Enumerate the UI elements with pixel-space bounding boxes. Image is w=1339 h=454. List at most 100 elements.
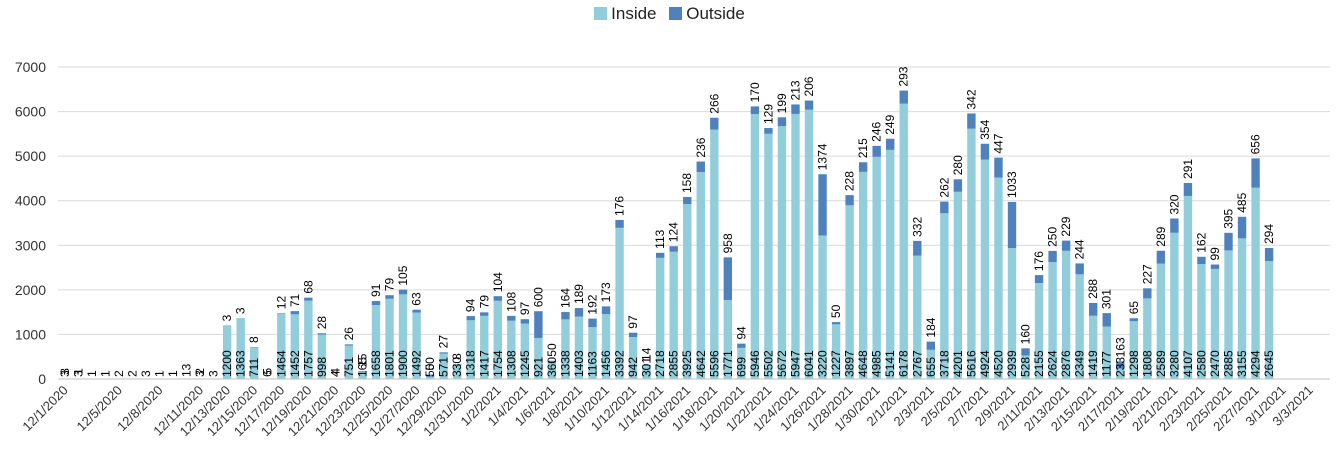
data-label-inside: 2589: [1154, 350, 1168, 377]
legend-swatch-outside: [669, 7, 683, 20]
bar-outside: [439, 352, 448, 354]
bar-outside: [1170, 218, 1179, 233]
data-label-inside: 1456: [599, 350, 613, 377]
data-label-inside: 1: [98, 370, 112, 377]
data-label-outside: 289: [1154, 226, 1168, 246]
data-label-inside: 4294: [1249, 350, 1263, 377]
data-label-inside: 3220: [816, 350, 830, 377]
data-label-outside: 236: [694, 137, 708, 157]
bar-inside: [1237, 238, 1247, 379]
data-label-inside: 3: [58, 370, 72, 377]
data-label-outside: 79: [383, 278, 397, 292]
y-tick-label: 1000: [15, 326, 46, 342]
bar-inside: [466, 320, 475, 379]
bar-inside: [953, 191, 963, 379]
data-label-inside: 1757: [301, 350, 315, 377]
data-label-outside: 320: [1167, 194, 1181, 214]
bar-inside: [480, 315, 489, 379]
data-label-outside: 97: [518, 302, 532, 316]
data-label-outside: 8: [450, 353, 464, 360]
data-label-outside: 164: [558, 288, 572, 308]
data-label-outside: 99: [1208, 247, 1222, 261]
bar-inside: [940, 213, 949, 379]
data-label-inside: 711: [247, 358, 261, 377]
data-label-outside: 1033: [1005, 171, 1019, 198]
data-label-outside: 244: [1073, 239, 1087, 259]
data-label-outside: 162: [1194, 232, 1208, 252]
data-label-inside: 699: [734, 357, 748, 377]
data-label-outside: 291: [1181, 159, 1195, 179]
data-label-outside: 176: [1032, 251, 1046, 271]
data-label-inside: 3280: [1167, 350, 1181, 377]
bar-outside: [398, 289, 408, 295]
bar-inside: [290, 314, 300, 379]
data-label-outside: 1: [71, 368, 85, 375]
bar-outside: [872, 145, 881, 157]
data-label-inside: 2: [112, 370, 126, 377]
data-label-outside: 958: [721, 233, 735, 253]
bar-outside: [1021, 348, 1030, 356]
bar-outside: [1088, 302, 1098, 316]
bar-inside: [452, 364, 462, 379]
bar-inside: [1210, 268, 1220, 379]
bar-inside: [236, 318, 245, 379]
bar-outside: [277, 313, 286, 314]
data-label-outside: 50: [423, 357, 437, 371]
bar-outside: [1237, 216, 1247, 239]
legend-item-inside: Inside: [594, 4, 657, 24]
bar-outside: [683, 197, 692, 205]
bar-outside: [696, 161, 705, 173]
data-label-inside: 1801: [383, 350, 397, 377]
data-label-inside: 2855: [667, 350, 681, 377]
data-label-outside: 600: [531, 287, 545, 307]
data-label-inside: 2645: [1262, 350, 1276, 377]
bar-inside: [493, 300, 502, 379]
bar-inside: [222, 325, 232, 379]
data-label-inside: 2885: [1222, 350, 1236, 377]
bar-inside: [358, 371, 367, 379]
data-label-inside: 1452: [288, 350, 302, 377]
bar-outside: [480, 312, 489, 316]
data-label-inside: 3925: [680, 350, 694, 377]
data-label-outside: 65: [1127, 301, 1141, 315]
data-label-inside: 4924: [978, 350, 992, 377]
bar-inside: [1183, 195, 1193, 379]
bar-outside: [750, 106, 760, 114]
bar-outside: [547, 360, 557, 363]
bar-inside: [980, 159, 990, 379]
bar-inside: [344, 345, 354, 379]
bar-outside: [710, 117, 719, 130]
data-label-inside: 4520: [991, 350, 1005, 377]
data-label-outside: 160: [1019, 324, 1033, 344]
bar-outside: [737, 343, 746, 348]
data-label-inside: 4642: [694, 350, 708, 377]
bar-inside: [615, 227, 624, 379]
bar-outside: [777, 117, 787, 127]
data-label-inside: 2349: [1073, 350, 1087, 377]
data-label-inside: 5672: [775, 350, 789, 377]
data-label-outside: 249: [883, 114, 897, 134]
data-label-inside: 2767: [910, 350, 924, 377]
y-tick-label: 2000: [15, 282, 46, 298]
bar-outside: [791, 104, 800, 114]
data-label-outside: 184: [924, 317, 938, 337]
bar-inside: [669, 251, 678, 379]
data-label-outside: 124: [667, 222, 681, 242]
data-label-inside: 6: [261, 370, 275, 377]
data-label-inside: 1754: [491, 350, 505, 377]
bar-outside: [967, 113, 976, 129]
bar-inside: [1197, 264, 1206, 379]
bar-outside: [818, 174, 827, 236]
bar-outside: [994, 157, 1003, 178]
bar-outside: [1210, 264, 1220, 269]
bar-inside: [534, 337, 543, 379]
data-label-inside: 2470: [1208, 350, 1222, 377]
data-label-inside: 921: [531, 357, 545, 377]
bar-inside: [250, 347, 259, 379]
data-label-inside: 50: [423, 363, 437, 377]
y-tick-label: 5000: [15, 148, 46, 164]
bar-outside: [520, 319, 530, 324]
data-label-inside: 1492: [410, 350, 424, 377]
data-label-outside: 50: [545, 343, 559, 357]
data-label-outside: 108: [504, 292, 518, 312]
